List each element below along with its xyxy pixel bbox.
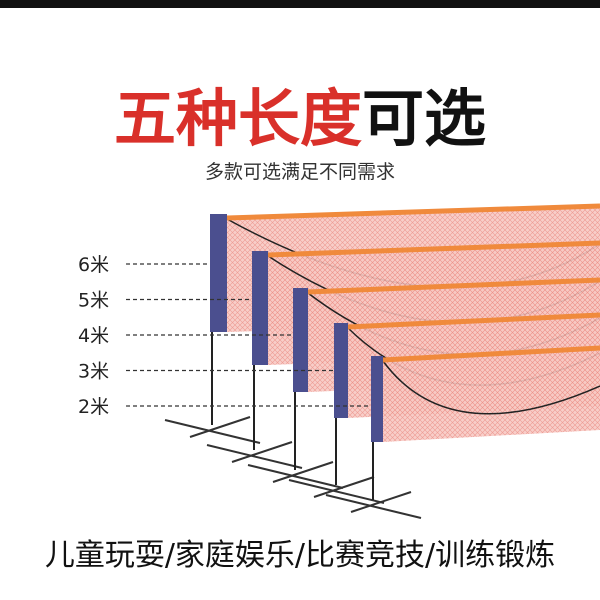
net-top-band [347, 312, 600, 330]
length-label: 6米 [78, 254, 109, 276]
net-top-band [267, 240, 600, 258]
stand-leg [231, 441, 293, 463]
length-label: 2米 [78, 396, 109, 418]
net-top-band [307, 277, 600, 295]
stand-leg [189, 416, 251, 438]
title: 五种长度可选 [114, 82, 486, 155]
net-top-band [226, 203, 600, 221]
stand-leg [272, 461, 334, 483]
net-side-post [371, 356, 383, 442]
top-bar [0, 0, 600, 8]
title-rest: 可选 [362, 82, 486, 155]
stand-leg [313, 476, 375, 498]
net-cord [382, 360, 600, 415]
stand-leg [247, 464, 344, 489]
net-top-band [382, 345, 600, 363]
subtitle: 多款可选满足不同需求 [205, 161, 395, 183]
net-side-post [334, 323, 348, 418]
stand-leg [288, 479, 385, 504]
length-label: 5米 [78, 290, 109, 312]
net-side-post [252, 251, 268, 365]
stand-leg [206, 444, 303, 469]
title-highlight: 五种长度 [114, 82, 362, 155]
stand-leg [350, 491, 412, 513]
stand-leg [325, 494, 422, 519]
length-label: 4米 [78, 325, 109, 347]
net-side-post [293, 288, 308, 392]
nets-illustration [164, 203, 600, 519]
net-mesh [383, 348, 600, 442]
length-labels: 6米 5米 4米 3米 2米 [78, 254, 371, 418]
footer: 儿童玩耍/家庭娱乐/比赛竞技/训练锻炼 [45, 538, 555, 573]
net-side-post [210, 214, 227, 332]
stand-leg [164, 419, 261, 444]
length-label: 3米 [78, 361, 109, 383]
